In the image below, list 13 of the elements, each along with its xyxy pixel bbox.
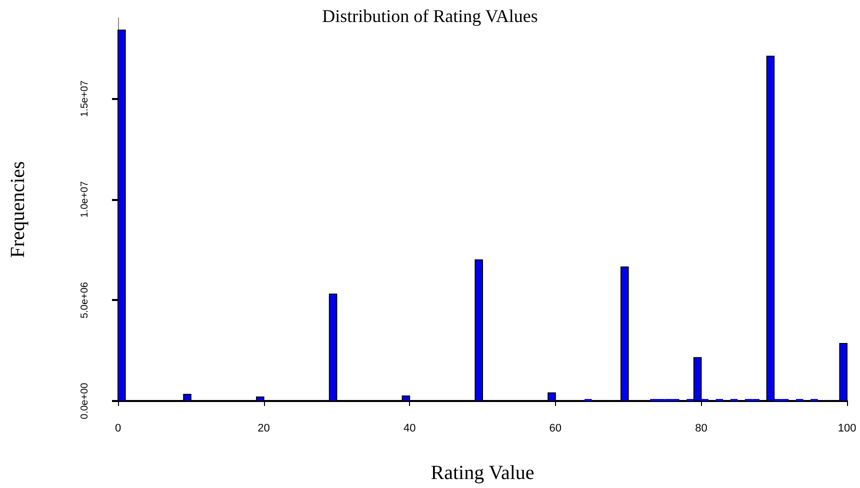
y-axis-title: Frequencies — [7, 160, 29, 258]
chart-title: Distribution of Rating VAlues — [322, 6, 538, 26]
y-tick-label: 0.0e+00 — [80, 382, 90, 420]
x-tick-label: 80 — [695, 422, 708, 434]
y-tick-label: 5.0e+06 — [80, 282, 90, 318]
x-tick-label: 100 — [838, 422, 856, 434]
y-tick-label: 1.0e+07 — [80, 180, 90, 218]
x-tick-label: 40 — [403, 422, 416, 434]
x-tick-label: 0 — [114, 422, 122, 434]
x-tick-label: 20 — [258, 422, 270, 434]
y-tick-label: 1.5e+07 — [80, 80, 90, 117]
x-tick-label: 60 — [549, 422, 562, 434]
x-axis-title: Rating Value — [430, 462, 534, 484]
